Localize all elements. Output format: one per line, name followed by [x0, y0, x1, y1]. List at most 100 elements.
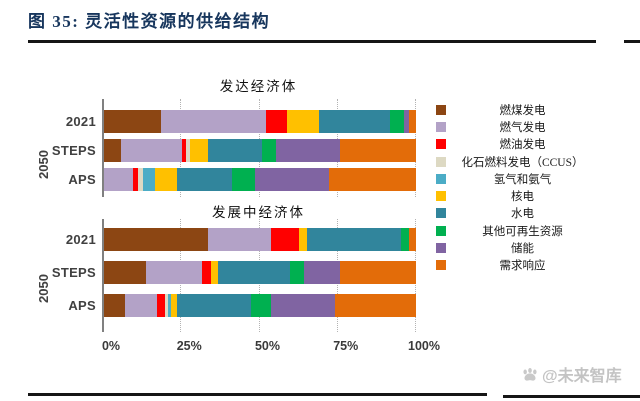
legend-swatch-icon — [436, 208, 446, 219]
year-axis-label: 2050 — [36, 150, 51, 180]
segment-其他可再生资源 — [400, 228, 409, 251]
segment-氢气和氨气 — [142, 168, 156, 191]
segment-水电 — [208, 139, 262, 162]
segment-需求响应 — [339, 139, 417, 162]
segment-燃油发电 — [181, 139, 187, 162]
bar-发达经济体-2021 — [103, 110, 417, 133]
segment-其他可再生资源 — [389, 110, 404, 133]
x-tick-label-25: 25% — [176, 339, 202, 353]
figure-title: 图 35: 灵活性资源的供给结构 — [28, 12, 271, 31]
segment-其他可再生资源 — [231, 168, 256, 191]
segment-需求响应 — [335, 294, 417, 317]
segment-其他可再生资源 — [289, 261, 304, 284]
segment-其他可再生资源 — [250, 294, 271, 317]
legend-swatch-icon — [436, 243, 446, 254]
segment-燃油发电 — [133, 168, 138, 191]
legend-item: 燃油发电 — [436, 136, 596, 153]
segment-水电 — [217, 261, 290, 284]
bar-发达经济体-STEPS — [103, 139, 417, 162]
group-title: 发达经济体 — [219, 79, 298, 94]
segment-燃油发电 — [202, 261, 212, 284]
legend-swatch-icon — [436, 173, 446, 184]
segment-核电 — [211, 261, 218, 284]
legend-label: 燃气发电 — [499, 121, 546, 134]
segment-需求响应 — [328, 168, 417, 191]
bottom-border-right — [503, 395, 640, 398]
legend-label: 其他可再生资源 — [482, 225, 563, 238]
legend-item: 化石燃料发电（CCUS） — [436, 153, 596, 170]
segment-燃气发电 — [145, 261, 203, 284]
y-axis-line — [102, 99, 104, 197]
segment-水电 — [306, 228, 401, 251]
segment-燃煤发电 — [103, 294, 126, 317]
segment-化石燃料发电（CCUS） — [137, 168, 143, 191]
x-tick-label-75: 75% — [333, 339, 359, 353]
legend-label: 需求响应 — [499, 260, 546, 273]
legend-item: 燃煤发电 — [436, 101, 596, 118]
x-tick-label-100: 100% — [408, 339, 440, 353]
segment-需求响应 — [408, 228, 417, 251]
segment-储能 — [403, 110, 409, 133]
segment-燃气发电 — [161, 110, 267, 133]
y-axis-line — [102, 219, 104, 332]
legend-swatch-icon — [436, 260, 446, 271]
segment-燃煤发电 — [103, 228, 209, 251]
legend-item: 核电 — [436, 187, 596, 204]
paw-icon — [520, 364, 540, 384]
row-label-aps: APS — [68, 172, 96, 187]
legend-label: 燃煤发电 — [499, 104, 546, 117]
bar-发展中经济体-STEPS — [103, 261, 417, 284]
watermark: @未来智库 — [520, 362, 622, 386]
chart-legend: 燃煤发电燃气发电燃油发电化石燃料发电（CCUS） 氢气和氨气核电水电其他可再生资源… — [436, 101, 596, 274]
legend-swatch-icon — [436, 104, 446, 115]
legend-item: 储能 — [436, 239, 596, 256]
legend-label: 燃油发电 — [499, 139, 546, 152]
legend-swatch-icon — [436, 156, 446, 167]
x-tick-label-50: 50% — [254, 339, 281, 353]
segment-核电 — [189, 139, 209, 162]
legend-item: 水电 — [436, 205, 596, 222]
segment-水电 — [177, 168, 232, 191]
legend-item: 其他可再生资源 — [436, 222, 596, 239]
legend-label: 化石燃料发电（CCUS） — [461, 156, 584, 169]
legend-item: 氢气和氨气 — [436, 170, 596, 187]
row-label-steps: STEPS — [51, 265, 96, 280]
x-tick-label-0: 0% — [101, 339, 121, 353]
year-axis-label: 2050 — [36, 274, 51, 304]
legend-label: 储能 — [511, 243, 534, 256]
title-underline-right — [624, 40, 640, 43]
row-label-2021: 2021 — [65, 114, 96, 129]
legend-label: 水电 — [511, 208, 534, 221]
legend-swatch-icon — [436, 121, 446, 132]
segment-燃气发电 — [125, 294, 157, 317]
segment-燃油发电 — [270, 228, 300, 251]
segment-需求响应 — [408, 110, 417, 133]
bar-发达经济体-APS — [103, 168, 417, 191]
segment-核电 — [155, 168, 178, 191]
segment-储能 — [270, 294, 336, 317]
segment-核电 — [286, 110, 320, 133]
legend-label: 核电 — [511, 191, 534, 204]
segment-水电 — [319, 110, 390, 133]
watermark-text: @未来智库 — [542, 368, 622, 385]
group-title: 发展中经济体 — [212, 205, 305, 220]
segment-燃气发电 — [103, 168, 134, 191]
segment-储能 — [275, 139, 340, 162]
segment-燃油发电 — [156, 294, 165, 317]
segment-化石燃料发电（CCUS） — [164, 294, 168, 317]
segment-燃煤发电 — [103, 139, 121, 162]
segment-核电 — [170, 294, 178, 317]
segment-燃煤发电 — [103, 261, 146, 284]
row-label-steps: STEPS — [51, 143, 96, 158]
row-label-2021: 2021 — [65, 232, 96, 247]
segment-核电 — [299, 228, 307, 251]
title-underline-left — [28, 40, 596, 43]
segment-其他可再生资源 — [261, 139, 276, 162]
segment-氢气和氨气 — [167, 294, 171, 317]
segment-燃油发电 — [266, 110, 287, 133]
segment-燃煤发电 — [103, 110, 162, 133]
segment-储能 — [255, 168, 329, 191]
segment-燃气发电 — [120, 139, 182, 162]
segment-化石燃料发电（CCUS） — [186, 139, 190, 162]
